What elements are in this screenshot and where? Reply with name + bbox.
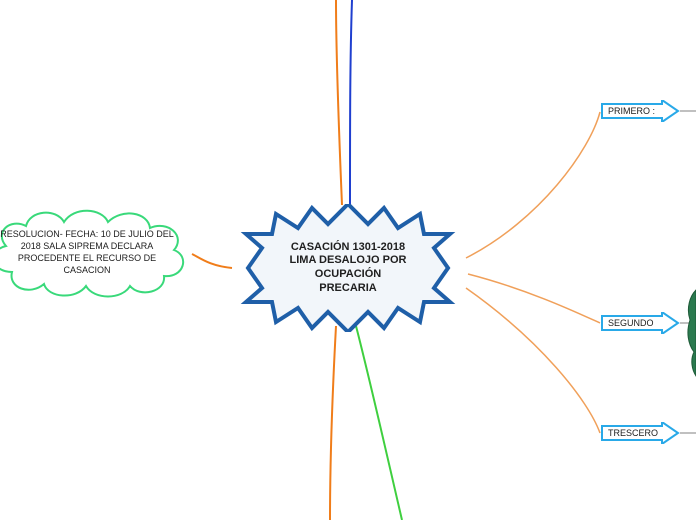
mindmap-canvas: { "center": { "lines": ["CASACIÓN 1301-2… <box>0 0 696 520</box>
arrow-primero[interactable]: PRIMERO : <box>600 100 680 122</box>
green-blob <box>688 290 696 376</box>
conn-top-orange <box>336 0 342 205</box>
central-line-2: LIMA DESALOJO POR OCUPACIÓN <box>290 254 407 280</box>
conn-left-orange <box>192 254 232 268</box>
conn-bottom-green <box>356 326 402 520</box>
central-line-1: CASACIÓN 1301-2018 <box>291 241 405 253</box>
central-line-3: PRECARIA <box>319 282 376 294</box>
central-node-label: CASACIÓN 1301-2018 LIMA DESALOJO POR OCU… <box>228 204 468 332</box>
arrow-trescero-label: TRESCERO <box>608 422 658 444</box>
arrow-segundo[interactable]: SEGUNDO <box>600 312 680 334</box>
conn-right-primero <box>466 112 600 258</box>
resolution-cloud[interactable]: RESOLUCION- FECHA: 10 DE JULIO DEL 2018 … <box>0 202 192 302</box>
conn-right-segundo <box>468 274 600 323</box>
arrow-trescero[interactable]: TRESCERO <box>600 422 680 444</box>
arrow-segundo-label: SEGUNDO <box>608 312 654 334</box>
conn-right-trescero <box>466 288 600 433</box>
resolution-cloud-label: RESOLUCION- FECHA: 10 DE JULIO DEL 2018 … <box>0 202 192 302</box>
arrow-primero-label: PRIMERO : <box>608 100 655 122</box>
central-node[interactable]: CASACIÓN 1301-2018 LIMA DESALOJO POR OCU… <box>228 204 468 332</box>
conn-top-blue <box>350 0 352 205</box>
conn-bottom-orange <box>330 326 336 520</box>
